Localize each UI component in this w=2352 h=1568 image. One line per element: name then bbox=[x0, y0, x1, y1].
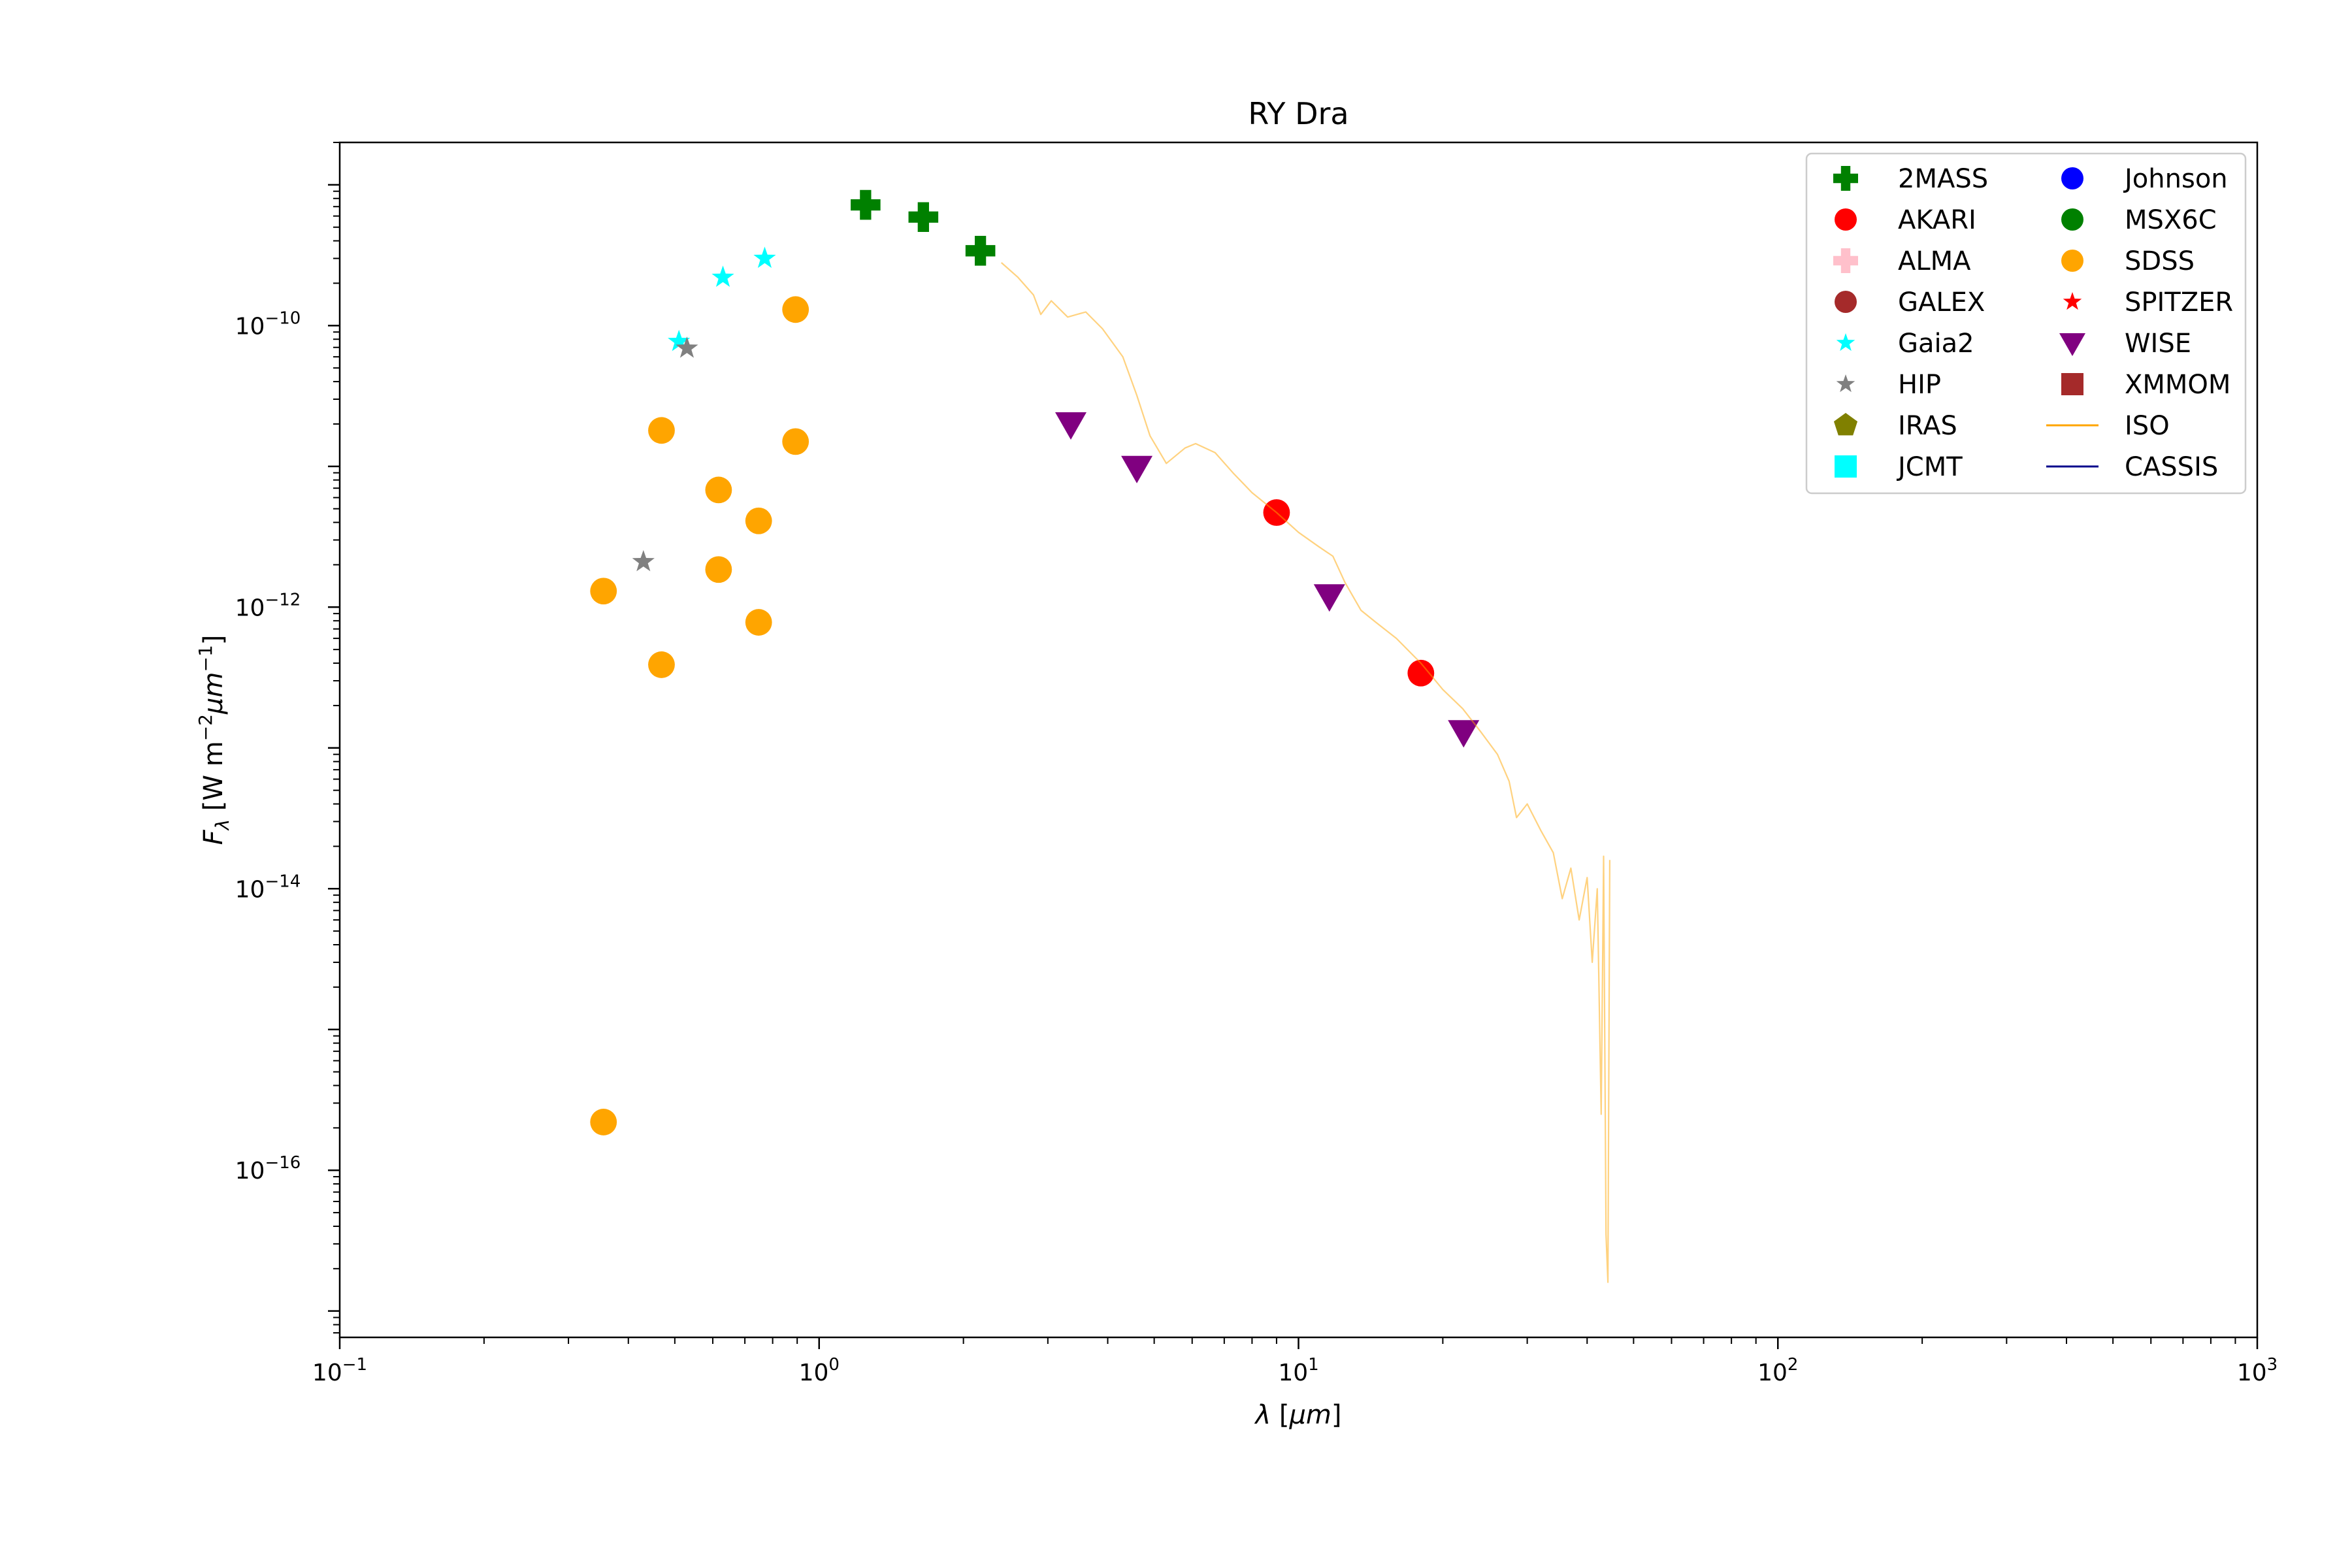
legend-marker-hip bbox=[1836, 374, 1855, 393]
data-point-wise bbox=[1448, 720, 1480, 748]
legend-marker-akari bbox=[1835, 208, 1857, 231]
x-axis: 10−1 100 101 102 103 bbox=[312, 1337, 2278, 1386]
data-point-sdss bbox=[745, 609, 772, 636]
legend-label-gaia2: Gaia2 bbox=[1898, 329, 1974, 359]
data-point-gaia2 bbox=[753, 246, 776, 269]
data-point-sdss bbox=[648, 651, 675, 678]
legend: 2MASS AKARI ALMA GALEX Gaia2 HIP IRAS JCMT Johns… bbox=[1805, 152, 2247, 495]
legend-box bbox=[1805, 152, 2247, 495]
legend-marker-jcmt bbox=[1835, 455, 1857, 478]
legend-marker-johnson bbox=[2061, 167, 2083, 189]
data-point-2mass bbox=[851, 189, 881, 220]
legend-marker-alma bbox=[1833, 248, 1858, 273]
legend-marker-gaia2 bbox=[1836, 333, 1855, 351]
data-point-hip bbox=[632, 549, 655, 572]
x-tick-label: 103 bbox=[2237, 1355, 2278, 1386]
legend-label-iso: ISO bbox=[2125, 411, 2170, 441]
chart-title: RY Dra bbox=[1248, 96, 1348, 131]
legend-marker-galex bbox=[1835, 291, 1857, 313]
y-axis-label: Fλ [W m−2μm−1] bbox=[195, 635, 233, 845]
y-axis: 10−10 10−12 10−14 10−16 bbox=[235, 142, 340, 1334]
data-point-sdss bbox=[745, 507, 772, 534]
legend-marker-iras bbox=[1833, 413, 1858, 436]
data-point-sdss bbox=[705, 476, 732, 504]
x-tick-label: 10−1 bbox=[312, 1355, 367, 1386]
data-point-gaia2 bbox=[668, 329, 691, 351]
data-point-2mass bbox=[908, 202, 939, 233]
x-tick-label: 101 bbox=[1278, 1355, 1318, 1386]
data-point-wise bbox=[1121, 455, 1153, 483]
y-tick-label: 10−10 bbox=[235, 308, 301, 340]
legend-label-wise: WISE bbox=[2125, 329, 2191, 359]
legend-label-xmmom: XMMOM bbox=[2125, 370, 2230, 400]
x-tick-label: 100 bbox=[799, 1355, 840, 1386]
plot-area bbox=[590, 189, 1610, 1283]
legend-label-iras: IRAS bbox=[1898, 411, 1957, 441]
data-point-gaia2 bbox=[711, 265, 734, 287]
legend-marker-wise bbox=[2059, 333, 2085, 356]
legend-label-galex: GALEX bbox=[1898, 287, 1985, 318]
legend-marker-msx6c bbox=[2061, 208, 2083, 231]
data-point-sdss bbox=[782, 428, 809, 455]
y-tick-label: 10−16 bbox=[235, 1153, 301, 1184]
legend-label-msx6c: MSX6C bbox=[2125, 205, 2217, 235]
x-axis-label: λ [μm] bbox=[1254, 1400, 1341, 1430]
legend-label-johnson: Johnson bbox=[2123, 164, 2228, 194]
data-point-hip bbox=[676, 336, 698, 358]
x-tick-label: 102 bbox=[1757, 1355, 1798, 1386]
legend-label-spitzer: SPITZER bbox=[2125, 287, 2233, 318]
legend-label-jcmt: JCMT bbox=[1896, 452, 1963, 482]
data-point-sdss bbox=[590, 578, 617, 605]
data-point-sdss bbox=[648, 417, 675, 444]
legend-marker-sdss bbox=[2061, 250, 2083, 272]
legend-label-sdss: SDSS bbox=[2125, 246, 2195, 276]
legend-label-2mass: 2MASS bbox=[1898, 164, 1988, 194]
data-point-sdss bbox=[705, 556, 732, 583]
legend-marker-xmmom bbox=[2061, 373, 2083, 395]
data-point-wise bbox=[1313, 584, 1345, 612]
legend-label-hip: HIP bbox=[1898, 370, 1941, 400]
legend-label-cassis: CASSIS bbox=[2125, 452, 2218, 482]
data-point-akari bbox=[1407, 659, 1435, 687]
legend-marker-spitzer bbox=[2063, 292, 2082, 310]
series-line-iso bbox=[1000, 262, 1610, 1283]
y-tick-label: 10−14 bbox=[235, 872, 301, 903]
legend-label-akari: AKARI bbox=[1898, 205, 1976, 235]
data-point-sdss bbox=[590, 1109, 617, 1135]
legend-label-alma: ALMA bbox=[1898, 246, 1971, 276]
y-tick-label: 10−12 bbox=[235, 590, 301, 621]
data-point-wise bbox=[1055, 412, 1087, 440]
data-point-2mass bbox=[965, 236, 996, 266]
data-point-sdss bbox=[782, 296, 809, 323]
legend-marker-2mass bbox=[1833, 166, 1858, 191]
